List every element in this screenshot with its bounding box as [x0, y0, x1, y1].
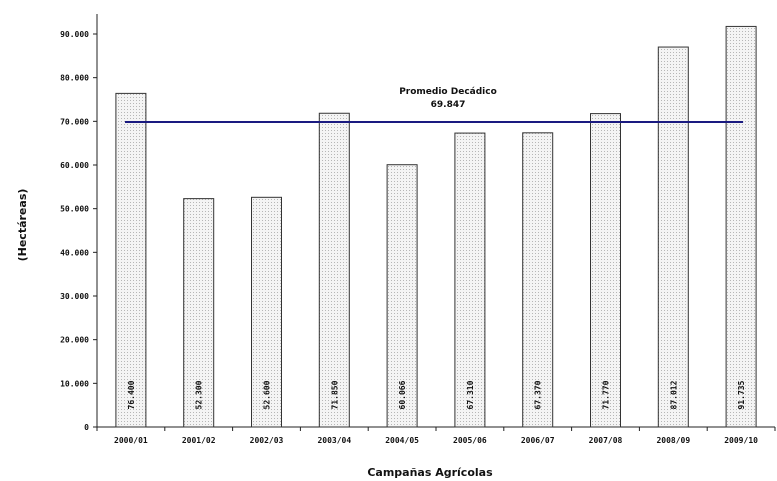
x-tick-label: 2008/09: [656, 436, 690, 445]
bar-value-label: 76.400: [127, 380, 136, 409]
x-tick-label: 2007/08: [589, 436, 623, 445]
bar: [657, 46, 689, 428]
y-tick-label: 20.000: [60, 336, 89, 345]
bar-value-label: 52.300: [195, 380, 204, 409]
x-tick-label: 2001/02: [182, 436, 216, 445]
bar-value-label: 87.012: [669, 380, 678, 409]
x-tick-label: 2005/06: [453, 436, 487, 445]
y-tick-label: 50.000: [60, 205, 89, 214]
bar-value-label: 91.735: [737, 380, 746, 409]
y-tick-label: 40.000: [60, 248, 89, 257]
y-tick-label: 90.000: [60, 30, 89, 39]
bar-value-label: 71.850: [330, 380, 339, 409]
bar-value-label: 67.370: [534, 380, 543, 409]
y-tick-label: 10.000: [60, 379, 89, 388]
y-tick-label: 0: [84, 423, 89, 432]
bar: [115, 92, 147, 428]
y-axis-title: (Hectáreas): [16, 189, 29, 262]
x-tick-label: 2003/04: [317, 436, 351, 445]
y-tick-label: 60.000: [60, 161, 89, 170]
bar-value-label: 52.600: [263, 380, 272, 409]
x-axis-title: Campañas Agrícolas: [367, 466, 493, 479]
x-tick-label: 2000/01: [114, 436, 148, 445]
x-tick-label: 2002/03: [250, 436, 284, 445]
bars: 76.400 2000/01 52.300 2001/02 52.600 2002/03 7…: [114, 25, 758, 445]
bar: [590, 113, 621, 428]
bar: [386, 164, 418, 428]
bar-value-label: 60.066: [398, 380, 407, 409]
bar-value-label: 71.770: [602, 380, 611, 409]
reference-line-value: 69.847: [431, 100, 466, 110]
reference-line-label: Promedio Decádico: [399, 87, 497, 97]
bar: [183, 198, 215, 428]
y-tick-label: 80.000: [60, 74, 89, 83]
bar: [725, 25, 757, 428]
bar-value-label: 67.310: [466, 380, 475, 409]
y-tick-label: 70.000: [60, 117, 89, 126]
x-tick-label: 2006/07: [521, 436, 555, 445]
bar: [522, 132, 554, 428]
bar: [251, 196, 282, 428]
x-tick-label: 2004/05: [385, 436, 419, 445]
bar: [318, 112, 350, 428]
bar: [454, 132, 486, 428]
x-tick-label: 2009/10: [724, 436, 758, 445]
y-tick-label: 30.000: [60, 292, 89, 301]
